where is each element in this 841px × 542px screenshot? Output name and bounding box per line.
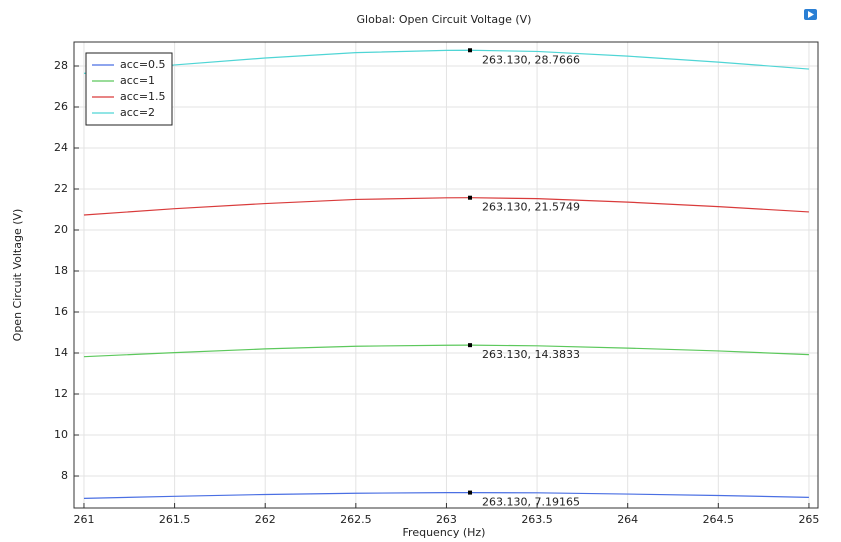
annotation-label: 263.130, 14.3833 xyxy=(482,348,580,361)
x-tick-label: 261 xyxy=(73,513,94,526)
icon-arrow[interactable] xyxy=(808,11,814,18)
annotation-label: 263.130, 21.5749 xyxy=(482,201,580,214)
y-tick-label: 28 xyxy=(54,59,68,72)
y-tick-label: 22 xyxy=(54,182,68,195)
legend-label: acc=1 xyxy=(120,74,155,87)
y-tick-label: 20 xyxy=(54,223,68,236)
x-tick-label: 265 xyxy=(798,513,819,526)
legend-label: acc=2 xyxy=(120,106,155,119)
y-tick-label: 14 xyxy=(54,346,68,359)
plot-frame xyxy=(73,41,819,509)
export-icon[interactable] xyxy=(804,9,817,20)
x-axis-label: Frequency (Hz) xyxy=(403,526,486,539)
series-line xyxy=(83,491,809,499)
y-tick-label: 18 xyxy=(54,264,68,277)
annotation-point xyxy=(468,343,473,348)
series-line xyxy=(83,197,809,216)
y-tick-label: 8 xyxy=(61,469,68,482)
annotation-label: 263.130, 7.19165 xyxy=(482,496,580,509)
y-tick-label: 24 xyxy=(54,141,68,154)
y-tick-label: 12 xyxy=(54,387,68,400)
y-tick-label: 16 xyxy=(54,305,68,318)
legend-label: acc=0.5 xyxy=(120,58,166,71)
annotation-label: 263.130, 28.7666 xyxy=(482,53,580,66)
series-line xyxy=(83,49,809,74)
x-tick-label: 262 xyxy=(255,513,276,526)
annotation-point xyxy=(468,195,473,200)
annotation-point xyxy=(468,48,473,53)
x-tick-label: 263.5 xyxy=(521,513,553,526)
x-tick-label: 264.5 xyxy=(703,513,735,526)
y-tick-label: 10 xyxy=(54,428,68,441)
x-tick-label: 262.5 xyxy=(340,513,372,526)
x-tick-label: 261.5 xyxy=(159,513,191,526)
chart-title: Global: Open Circuit Voltage (V) xyxy=(357,13,532,26)
annotation-point xyxy=(468,490,473,495)
x-tick-label: 263 xyxy=(436,513,457,526)
y-axis-label: Open Circuit Voltage (V) xyxy=(11,209,24,342)
legend-label: acc=1.5 xyxy=(120,90,166,103)
series-line xyxy=(83,344,809,358)
x-tick-label: 264 xyxy=(617,513,638,526)
legend: acc=0.5 acc=1 acc=1.5 acc=2 xyxy=(85,52,173,126)
y-tick-label: 26 xyxy=(54,100,68,113)
